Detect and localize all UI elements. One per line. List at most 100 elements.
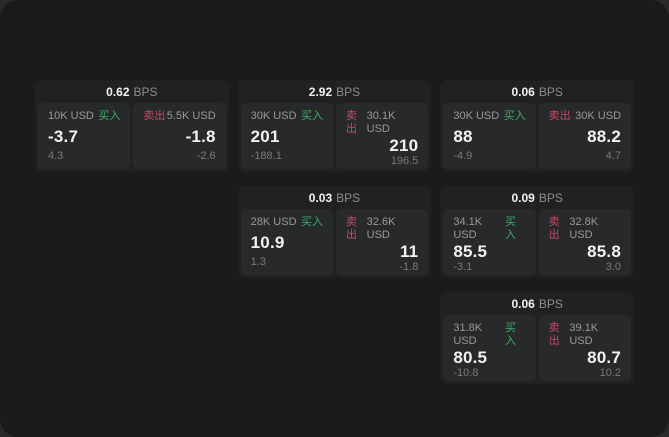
quote-tiles: 30K USD 买入 201 -188.1 卖出 30.1K USD 210 1… <box>240 103 429 169</box>
bps-unit-label: BPS <box>133 84 158 99</box>
buy-tile[interactable]: 10K USD 买入 -3.7 4.3 <box>38 103 131 169</box>
buy-tile[interactable]: 28K USD 买入 10.9 1.3 <box>240 209 333 275</box>
buy-delta: -188.1 <box>250 150 282 162</box>
buy-delta: -4.9 <box>453 150 473 162</box>
buy-label: 买入 <box>301 216 323 228</box>
buy-price: 10.9 <box>250 233 285 252</box>
quote-card: 0.06 BPS 31.8K USD 买入 80.5 -10.8 卖出 39.1… <box>440 292 634 384</box>
buy-label: 买入 <box>503 110 526 122</box>
buy-delta: 4.3 <box>48 150 64 162</box>
sell-label: 卖出 <box>548 322 560 347</box>
sell-amount: 5.5K USD <box>166 110 216 122</box>
buy-label: 买入 <box>301 110 323 122</box>
buy-price: 80.5 <box>453 348 488 367</box>
card-header: 2.92 BPS <box>241 80 429 103</box>
buy-delta: 1.3 <box>250 256 266 268</box>
sell-delta: 10.2 <box>599 367 622 379</box>
buy-amount: 28K USD <box>250 216 297 228</box>
sell-tile[interactable]: 卖出 5.5K USD -1.8 -2.6 <box>133 103 226 169</box>
quote-card: 0.62 BPS 10K USD 买入 -3.7 4.3 卖出 5.5K USD… <box>35 80 229 172</box>
buy-amount: 31.8K USD <box>453 322 483 347</box>
card-header: 0.09 BPS <box>443 186 631 209</box>
buy-tile-top: 34.1K USD 买入 <box>453 216 525 242</box>
card-header: 0.03 BPS <box>241 186 429 209</box>
sell-amount: 39.1K USD <box>569 322 599 347</box>
card-header: 0.62 BPS <box>38 80 226 103</box>
buy-tile-top: 28K USD 买入 <box>251 216 323 229</box>
bps-value: 0.06 <box>511 296 535 311</box>
buy-amount: 10K USD <box>48 110 94 122</box>
sell-tile[interactable]: 卖出 30.1K USD 210 196.5 <box>336 103 429 169</box>
sell-amount: 32.6K USD <box>366 216 396 241</box>
sell-label: 卖出 <box>548 216 560 241</box>
quote-card: 0.09 BPS 34.1K USD 买入 85.5 -3.1 卖出 32.8K… <box>440 186 634 278</box>
sell-price: 210 <box>389 136 419 155</box>
buy-price: 201 <box>250 127 280 146</box>
sell-price: 11 <box>399 242 419 261</box>
buy-price: 85.5 <box>453 242 488 261</box>
buy-tile[interactable]: 30K USD 买入 88 -4.9 <box>443 103 536 169</box>
buy-label: 买入 <box>98 110 121 122</box>
buy-amount: 34.1K USD <box>453 216 483 241</box>
sell-tile-top: 卖出 32.6K USD <box>346 216 418 242</box>
bps-value: 0.62 <box>106 84 130 99</box>
quote-tiles: 28K USD 买入 10.9 1.3 卖出 32.6K USD 11 -1.8 <box>240 209 429 275</box>
sell-tile-top: 卖出 30K USD <box>549 110 621 123</box>
sell-tile[interactable]: 卖出 32.8K USD 85.8 3.0 <box>538 209 632 275</box>
buy-tile-top: 30K USD 买入 <box>453 110 525 123</box>
sell-delta: -2.6 <box>196 150 216 162</box>
sell-price: 85.8 <box>587 242 622 261</box>
buy-tile-top: 10K USD 买入 <box>48 110 120 123</box>
bps-value: 0.03 <box>308 190 333 205</box>
bps-unit-label: BPS <box>336 190 361 205</box>
quote-card: 0.03 BPS 28K USD 买入 10.9 1.3 卖出 32.6K US… <box>237 186 432 278</box>
sell-label: 卖出 <box>143 110 166 122</box>
sell-delta: 196.5 <box>390 155 419 167</box>
sell-label: 卖出 <box>346 216 357 241</box>
sell-amount: 32.8K USD <box>569 216 599 241</box>
buy-label: 买入 <box>505 216 517 241</box>
buy-tile[interactable]: 34.1K USD 买入 85.5 -3.1 <box>443 209 536 275</box>
bps-unit-label: BPS <box>538 296 563 311</box>
buy-tile[interactable]: 30K USD 买入 201 -188.1 <box>240 103 333 169</box>
card-header: 0.06 BPS <box>443 80 631 103</box>
sell-tile-top: 卖出 39.1K USD <box>549 322 621 348</box>
bps-value: 0.06 <box>511 84 535 99</box>
buy-tile-top: 30K USD 买入 <box>251 110 323 123</box>
buy-tile[interactable]: 31.8K USD 买入 80.5 -10.8 <box>443 315 536 381</box>
quote-tiles: 31.8K USD 买入 80.5 -10.8 卖出 39.1K USD 80.… <box>443 315 632 381</box>
sell-label: 卖出 <box>346 110 357 135</box>
sell-amount: 30K USD <box>575 110 622 122</box>
sell-tile-top: 卖出 5.5K USD <box>143 110 215 123</box>
quote-card: 2.92 BPS 30K USD 买入 201 -188.1 卖出 30.1K … <box>237 80 432 172</box>
sell-delta: -1.8 <box>399 261 419 273</box>
buy-delta: -3.1 <box>453 261 473 273</box>
quote-tiles: 10K USD 买入 -3.7 4.3 卖出 5.5K USD -1.8 -2.… <box>38 103 226 169</box>
bps-value: 2.92 <box>308 84 333 99</box>
bps-unit-label: BPS <box>336 84 361 99</box>
sell-price: -1.8 <box>185 127 216 146</box>
card-header: 0.06 BPS <box>443 292 631 315</box>
sell-price: 80.7 <box>587 348 622 367</box>
quotes-grid: 0.62 BPS 10K USD 买入 -3.7 4.3 卖出 5.5K USD… <box>35 80 634 384</box>
sell-delta: 4.7 <box>605 150 622 162</box>
sell-tile[interactable]: 卖出 32.6K USD 11 -1.8 <box>336 209 429 275</box>
buy-price: -3.7 <box>48 127 79 146</box>
buy-amount: 30K USD <box>250 110 297 122</box>
quote-tiles: 34.1K USD 买入 85.5 -3.1 卖出 32.8K USD 85.8… <box>443 209 632 275</box>
bps-unit-label: BPS <box>538 84 563 99</box>
buy-tile-top: 31.8K USD 买入 <box>453 322 525 348</box>
sell-amount: 30.1K USD <box>366 110 396 135</box>
quote-tiles: 30K USD 买入 88 -4.9 卖出 30K USD 88.2 4.7 <box>443 103 632 169</box>
bps-unit-label: BPS <box>538 190 563 205</box>
sell-label: 卖出 <box>548 110 571 122</box>
quote-card: 0.06 BPS 30K USD 买入 88 -4.9 卖出 30K USD 8… <box>440 80 634 172</box>
sell-tile[interactable]: 卖出 39.1K USD 80.7 10.2 <box>538 315 632 381</box>
sell-delta: 3.0 <box>605 261 622 273</box>
sell-tile-top: 卖出 32.8K USD <box>549 216 621 242</box>
sell-price: 88.2 <box>587 127 622 146</box>
sell-tile[interactable]: 卖出 30K USD 88.2 4.7 <box>538 103 632 169</box>
buy-label: 买入 <box>505 322 517 347</box>
buy-price: 88 <box>453 127 473 146</box>
buy-amount: 30K USD <box>453 110 500 122</box>
